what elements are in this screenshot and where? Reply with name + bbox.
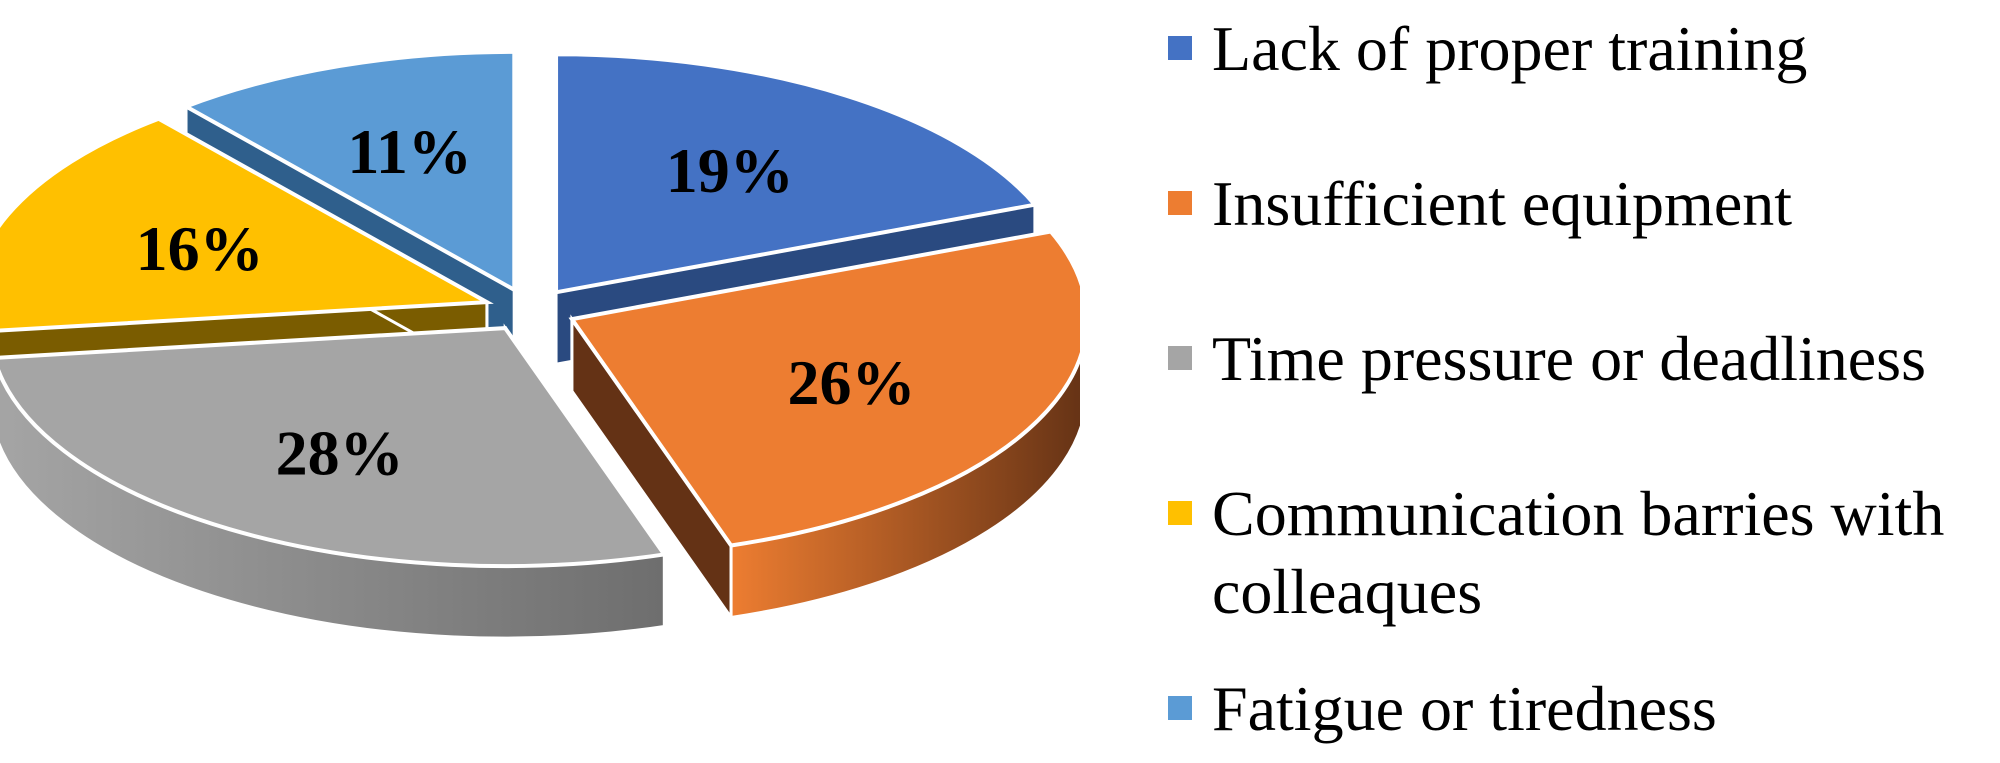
legend-label: Time pressure or deadliness [1212, 323, 1926, 394]
legend-label: Lack of proper training [1212, 13, 1808, 84]
legend-swatch [1168, 346, 1192, 370]
legend-label: Fatigue or tiredness [1212, 673, 1717, 744]
pie-slice-label: 28% [276, 418, 404, 489]
pie-slice-4 [181, 49, 517, 294]
legend-swatch [1168, 501, 1192, 525]
pie-slice-label: 11% [347, 116, 471, 187]
pie-slice-label: 16% [136, 213, 264, 284]
pie-slice-1 [568, 229, 1080, 548]
legend-item-fatigue: Fatigue or tiredness [1168, 670, 2000, 748]
legend-label: Insufficient equipment [1212, 168, 1792, 239]
legend-swatch [1168, 36, 1192, 60]
pie-slice-0 [554, 52, 1039, 295]
legend-item-communication-barries: Communication barries with colleaques [1168, 475, 2000, 631]
legend-item-insufficient-equipment: Insufficient equipment [1168, 165, 2000, 243]
legend-item-time-pressure: Time pressure or deadliness [1168, 320, 2000, 398]
legend-label: Communication barries with colleaques [1212, 478, 1945, 627]
pie-slice-2 [0, 326, 668, 569]
pie-slice-3 [0, 116, 494, 333]
legend-item-lack-of-proper-training: Lack of proper training [1168, 10, 2000, 88]
pie-chart: 19% 26% 28% 16% 11% [0, 49, 1080, 639]
pie-slice-label: 26% [788, 347, 916, 418]
pie-slice-label: 19% [666, 135, 794, 206]
legend-swatch [1168, 696, 1192, 720]
pie-chart-svg: 19% 26% 28% 16% 11% [0, 49, 1080, 639]
legend-swatch [1168, 191, 1192, 215]
